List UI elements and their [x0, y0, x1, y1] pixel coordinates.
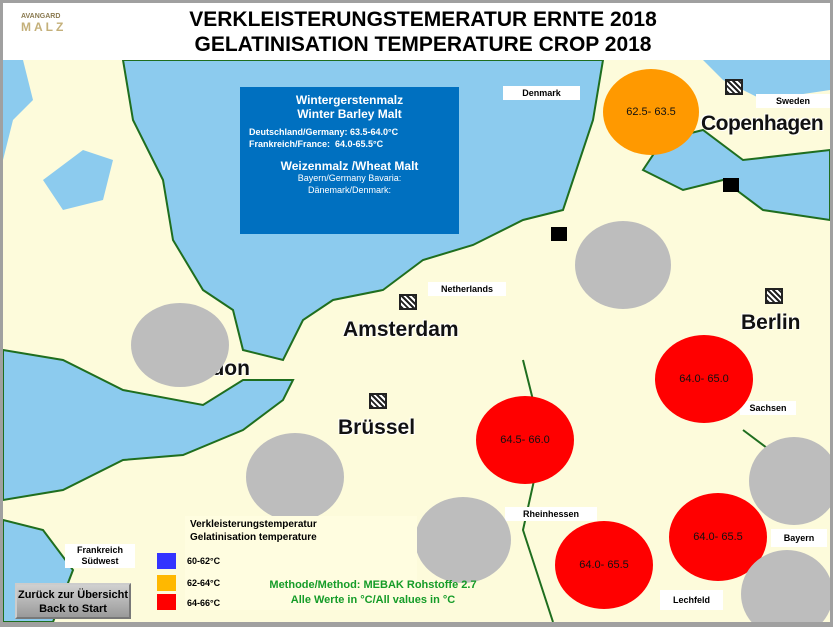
logo-text-bottom: MALZ — [21, 20, 67, 34]
location-marker-icon — [723, 178, 739, 192]
region-label-denmark: Denmark — [503, 86, 580, 100]
legend-label: 62-64°C — [187, 578, 221, 588]
marker-denmark[interactable]: 62.5- 63.5 — [603, 69, 699, 155]
logo: AVANGARD MALZ — [21, 13, 83, 35]
title-english: GELATINISATION TEMPERATURE CROP 2018 — [194, 33, 652, 56]
legend: Verkleisterungstemperatur Gelatinisation… — [185, 516, 417, 610]
marker-west-germany[interactable]: 64.5- 66.0 — [476, 396, 574, 484]
legend-swatch-64-66 — [157, 594, 176, 610]
marker-sachsen[interactable]: 64.0- 65.0 — [655, 335, 753, 423]
city-label-copenhagen: Copenhagen — [701, 112, 824, 135]
legend-label: 60-62°C — [187, 556, 221, 566]
info-box: Wintergerstenmalz Winter Barley Malt Deu… — [240, 87, 459, 234]
capital-marker-icon — [369, 393, 387, 409]
units-text: Alle Werte in °C/All values in °C — [290, 594, 456, 606]
logo-text-top: AVANGARD — [21, 13, 61, 20]
marker-no-data[interactable] — [246, 433, 344, 521]
region-label-netherlands: Netherlands — [428, 282, 506, 296]
marker-no-data[interactable] — [131, 303, 229, 387]
legend-swatch-62-64 — [157, 575, 176, 591]
barley-title-de: Wintergerstenmalz — [295, 93, 404, 107]
capital-marker-icon — [399, 294, 417, 310]
barley-germany: Deutschland/Germany: 63.5-64.0°C — [249, 127, 399, 137]
header: AVANGARD MALZ VERKLEISTERUNGSTEMERATUR ER… — [3, 3, 830, 60]
region-label-bayern: Bayern — [771, 529, 827, 547]
city-label-berlin: Berlin — [741, 311, 801, 334]
wheat-bavaria: Bayern/Germany Bavaria: — [297, 173, 402, 183]
region-label-sachsen: Sachsen — [740, 401, 796, 415]
wheat-title: Weizenmalz /Wheat Malt — [280, 159, 419, 173]
legend-title-en: Gelatinisation temperature — [190, 532, 317, 543]
region-label-rheinhessen: Rheinhessen — [505, 507, 597, 521]
location-marker-icon — [551, 227, 567, 241]
region-label-sweden: Sweden — [756, 94, 830, 108]
wheat-denmark: Dänemark/Denmark: — [307, 185, 392, 195]
title-german: VERKLEISTERUNGSTEMERATUR ERNTE 2018 — [189, 8, 657, 31]
page: AVANGARD MALZ VERKLEISTERUNGSTEMERATUR ER… — [3, 3, 830, 622]
city-label-amsterdam: Amsterdam — [343, 318, 459, 341]
map: Copenhagen Amsterdam Berlin Brüssel Lond… — [3, 60, 830, 622]
region-label-frankreich-suedwest: Frankreich Südwest — [65, 544, 135, 568]
back-button-label-de: Zurück zur Übersicht — [17, 589, 129, 601]
marker-rheinhessen[interactable]: 64.0- 65.5 — [555, 521, 653, 609]
method-text: Methode/Method: MEBAK Rohstoffe 2.7 — [269, 579, 477, 591]
capital-marker-icon — [725, 79, 743, 95]
legend-label: 64-66°C — [187, 598, 221, 608]
barley-france: Frankreich/France: 64.0-65.5°C — [249, 139, 384, 149]
back-button-label-en: Back to Start — [39, 603, 107, 615]
legend-swatch-60-62 — [157, 553, 176, 569]
city-label-bruessel: Brüssel — [338, 416, 416, 439]
marker-no-data[interactable] — [749, 437, 830, 525]
region-label-lechfeld: Lechfeld — [660, 590, 723, 610]
barley-title-en: Winter Barley Malt — [297, 107, 402, 121]
marker-no-data[interactable] — [575, 221, 671, 309]
capital-marker-icon — [765, 288, 783, 304]
legend-title-de: Verkleisterungstemperatur — [190, 519, 317, 530]
back-to-start-button[interactable]: Zurück zur Übersicht Back to Start — [15, 583, 131, 619]
marker-no-data[interactable] — [415, 497, 511, 583]
marker-no-data[interactable] — [741, 550, 830, 622]
